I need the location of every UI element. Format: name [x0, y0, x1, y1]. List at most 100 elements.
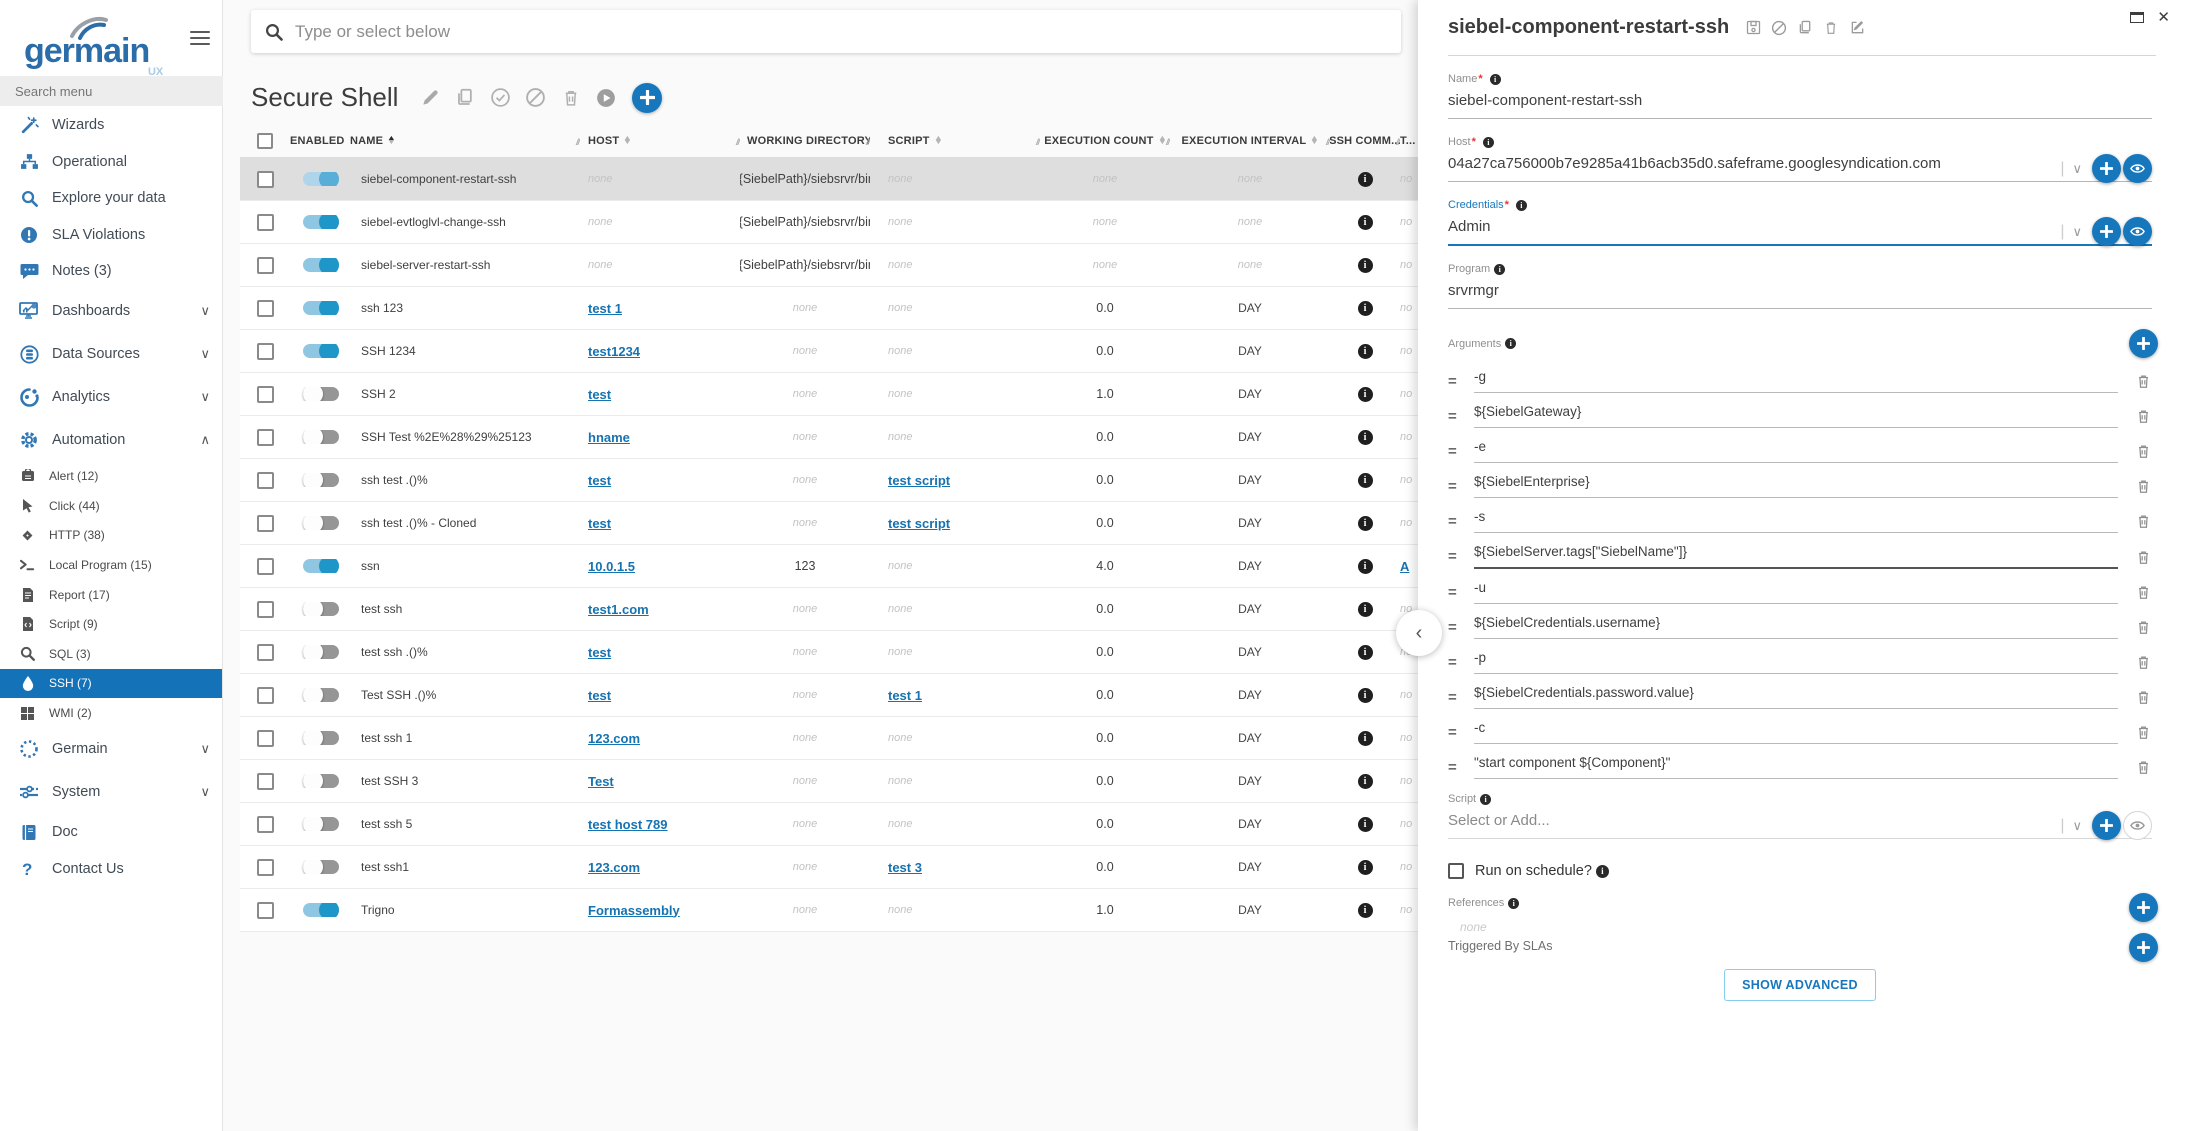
- argument-input[interactable]: -s: [1474, 509, 2118, 533]
- column-header-working-directory[interactable]: WORKING DIRECTORY▲▼//: [740, 135, 870, 147]
- drag-handle-icon[interactable]: =: [1448, 442, 1457, 460]
- column-header-script[interactable]: SCRIPT ▲ ▼ //: [870, 135, 1040, 147]
- run-on-schedule-checkbox[interactable]: [1448, 863, 1464, 879]
- cell-link[interactable]: test: [588, 386, 612, 402]
- row-checkbox[interactable]: [256, 600, 274, 618]
- delete-argument-trash-icon[interactable]: [2136, 619, 2152, 635]
- drag-handle-icon[interactable]: =: [1448, 548, 1457, 565]
- argument-input[interactable]: ${SiebelCredentials.password.value}: [1474, 685, 2118, 709]
- table-row[interactable]: Trigno Formassembly none none 1.0 DAY i no: [240, 889, 1418, 932]
- column-header-execution-interval[interactable]: EXECUTION INTERVAL ▲ ▼ //: [1170, 135, 1330, 147]
- delete-argument-trash-icon[interactable]: [2136, 549, 2152, 565]
- cell-link[interactable]: test: [588, 644, 612, 660]
- row-checkbox[interactable]: [256, 858, 274, 876]
- info-icon[interactable]: i: [1357, 429, 1373, 445]
- argument-input[interactable]: "start component ${Component}": [1474, 755, 2118, 779]
- delete-argument-trash-icon[interactable]: [2136, 408, 2152, 424]
- copy-icon[interactable]: [455, 87, 476, 108]
- name-input[interactable]: siebel-component-restart-ssh: [1448, 92, 2152, 119]
- enabled-toggle[interactable]: [303, 731, 339, 745]
- script-select[interactable]: Select or Add...: [1448, 812, 2152, 839]
- sidebar-item-data-sources[interactable]: Data Sources ∨: [0, 333, 222, 376]
- save-icon[interactable]: [1745, 20, 1761, 36]
- delete-argument-trash-icon[interactable]: [2136, 478, 2152, 494]
- sidebar-item-script-9[interactable]: Script (9): [0, 609, 222, 639]
- column-resize-handle[interactable]: //: [1395, 137, 1400, 147]
- enabled-toggle[interactable]: [303, 860, 339, 874]
- sidebar-item-automation[interactable]: Automation ∧: [0, 419, 222, 462]
- enabled-toggle[interactable]: [303, 344, 339, 358]
- chevron-down-icon[interactable]: ∨: [2072, 817, 2082, 833]
- show-advanced-button[interactable]: SHOW ADVANCED: [1724, 969, 1876, 1001]
- host-input[interactable]: 04a27ca756000b7e9285a41b6acb35d0.safefra…: [1448, 155, 2152, 182]
- column-header-host[interactable]: HOST ▲ ▼ //: [580, 135, 740, 147]
- sidebar-item-sla-violations[interactable]: SLA Violations: [0, 217, 222, 254]
- maximize-window-icon[interactable]: [2130, 12, 2145, 23]
- search-input[interactable]: [295, 21, 1387, 42]
- view-script-eye-button[interactable]: [2123, 811, 2152, 840]
- cell-link[interactable]: 123.com: [588, 859, 641, 875]
- chevron-down-icon[interactable]: ∨: [2072, 223, 2082, 239]
- table-row[interactable]: ssn 10.0.1.5 123 none 4.0 DAY i A: [240, 545, 1418, 588]
- enabled-toggle[interactable]: [303, 903, 339, 917]
- select-all-checkbox[interactable]: [257, 133, 273, 149]
- credentials-select[interactable]: Admin: [1448, 218, 2152, 246]
- table-row[interactable]: test ssh 5 test host 789 none none 0.0 DAY i no: [240, 803, 1418, 846]
- drag-handle-icon[interactable]: =: [1448, 653, 1457, 671]
- cell-link[interactable]: test1.com: [588, 601, 649, 617]
- column-resize-handle[interactable]: //: [1035, 137, 1040, 147]
- cell-link[interactable]: test host 789: [588, 816, 668, 832]
- sidebar-item-sql-3[interactable]: SQL (3): [0, 639, 222, 669]
- argument-input[interactable]: ${SiebelEnterprise}: [1474, 474, 2118, 498]
- table-row[interactable]: SSH 1234 test1234 none none 0.0 DAY i no: [240, 330, 1418, 373]
- sidebar-item-local-program-15[interactable]: Local Program (15): [0, 550, 222, 580]
- sidebar-item-operational[interactable]: Operational: [0, 144, 222, 181]
- row-checkbox[interactable]: [256, 471, 274, 489]
- cell-link[interactable]: 10.0.1.5: [588, 558, 635, 574]
- add-ssh-action-button[interactable]: [632, 82, 663, 113]
- table-row[interactable]: test SSH 3 Test none none 0.0 DAY i no: [240, 760, 1418, 803]
- enabled-toggle[interactable]: [303, 817, 339, 831]
- drag-handle-icon[interactable]: =: [1448, 758, 1457, 776]
- info-icon[interactable]: i: [1482, 136, 1494, 148]
- row-checkbox[interactable]: [256, 729, 274, 747]
- sidebar-item-analytics[interactable]: Analytics ∨: [0, 376, 222, 419]
- enabled-toggle[interactable]: [303, 473, 339, 487]
- table-row[interactable]: test ssh 1 123.com none none 0.0 DAY i no: [240, 717, 1418, 760]
- cell-link[interactable]: test1234: [588, 343, 641, 359]
- table-row[interactable]: siebel-evtloglvl-change-ssh none ${SiebelP…: [240, 201, 1418, 244]
- enabled-toggle[interactable]: [303, 387, 339, 401]
- drag-handle-icon[interactable]: =: [1448, 688, 1457, 706]
- info-icon[interactable]: i: [1357, 558, 1373, 574]
- info-icon[interactable]: i: [1357, 472, 1373, 488]
- row-checkbox[interactable]: [256, 643, 274, 661]
- table-row[interactable]: test ssh test1.com none none 0.0 DAY i no: [240, 588, 1418, 631]
- info-icon[interactable]: i: [1357, 902, 1373, 918]
- row-checkbox[interactable]: [256, 686, 274, 704]
- cell-link[interactable]: Test: [588, 773, 614, 789]
- drag-handle-icon[interactable]: =: [1448, 372, 1457, 390]
- sidebar-item-http-38[interactable]: HTTP (38): [0, 521, 222, 551]
- info-icon[interactable]: i: [1480, 793, 1492, 805]
- row-checkbox[interactable]: [256, 385, 274, 403]
- table-row[interactable]: ssh 123 test 1 none none 0.0 DAY i no: [240, 287, 1418, 330]
- cell-link[interactable]: test: [588, 687, 612, 703]
- copy-icon[interactable]: [1797, 20, 1813, 36]
- drag-handle-icon[interactable]: =: [1448, 723, 1457, 741]
- close-panel-icon[interactable]: ✕: [2157, 9, 2170, 26]
- delete-argument-trash-icon[interactable]: [2136, 759, 2152, 775]
- delete-argument-trash-icon[interactable]: [2136, 724, 2152, 740]
- info-icon[interactable]: i: [1357, 687, 1373, 703]
- argument-input[interactable]: -g: [1474, 369, 2118, 393]
- info-icon[interactable]: i: [1489, 73, 1501, 85]
- column-resize-handle[interactable]: //: [1165, 137, 1170, 147]
- cell-link[interactable]: Formassembly: [588, 902, 680, 918]
- info-icon[interactable]: i: [1508, 897, 1520, 909]
- table-row[interactable]: ssh test .()% test none test script 0.0 DAY i n…: [240, 459, 1418, 502]
- info-icon[interactable]: i: [1505, 338, 1517, 349]
- info-icon[interactable]: i: [1357, 515, 1373, 531]
- argument-input[interactable]: ${SiebelGateway}: [1474, 404, 2118, 428]
- argument-input[interactable]: -p: [1474, 650, 2118, 674]
- add-argument-button[interactable]: [2129, 329, 2158, 358]
